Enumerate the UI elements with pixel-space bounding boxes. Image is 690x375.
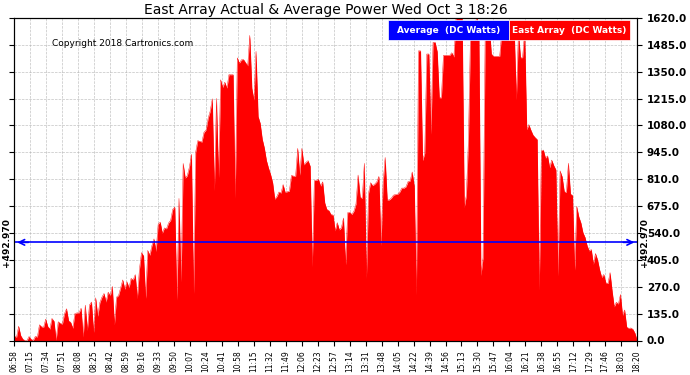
Text: Copyright 2018 Cartronics.com: Copyright 2018 Cartronics.com — [52, 39, 193, 48]
Text: +492.970: +492.970 — [640, 218, 649, 267]
Title: East Array Actual & Average Power Wed Oct 3 18:26: East Array Actual & Average Power Wed Oc… — [144, 3, 508, 17]
Text: Average  (DC Watts): Average (DC Watts) — [397, 26, 500, 34]
Text: +492.970: +492.970 — [2, 218, 11, 267]
Text: East Array  (DC Watts): East Array (DC Watts) — [512, 26, 627, 34]
